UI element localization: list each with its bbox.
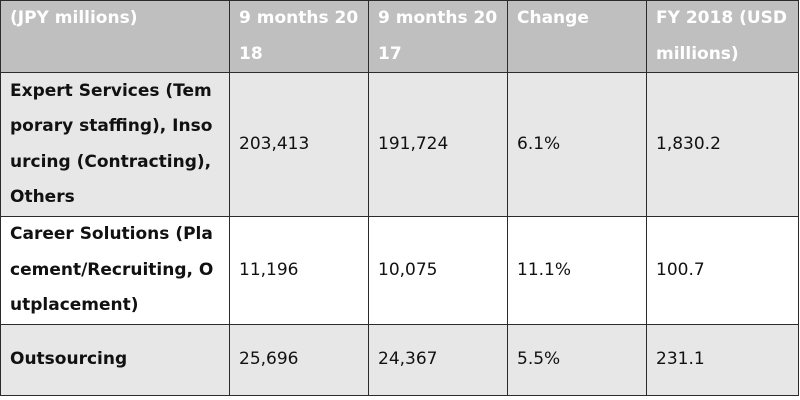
table-row: Expert Services (Temporary staffing), In…: [0, 72, 799, 217]
header-fy-2018-usd: FY 2018 (USD millions): [646, 0, 799, 73]
header-9-months-2017: 9 months 2017: [368, 0, 508, 73]
value-9-months-2017: 191,724: [368, 72, 508, 217]
table-header: (JPY millions) 9 months 2018 9 months 20…: [0, 0, 799, 73]
value-9-months-2017: 10,075: [368, 216, 508, 325]
header-9-months-2018: 9 months 2018: [229, 0, 369, 73]
value-9-months-2018: 25,696: [229, 324, 369, 396]
segment-name: Outsourcing: [0, 324, 230, 396]
value-change: 6.1%: [507, 72, 647, 217]
table-row: Career Solutions (Placement/Recruiting, …: [0, 216, 799, 325]
value-9-months-2018: 203,413: [229, 72, 369, 217]
value-9-months-2017: 24,367: [368, 324, 508, 396]
value-fy-2018-usd: 231.1: [646, 324, 799, 396]
segment-name: Career Solutions (Placement/Recruiting, …: [0, 216, 230, 325]
value-fy-2018-usd: 100.7: [646, 216, 799, 325]
header-change: Change: [507, 0, 647, 73]
header-unit: (JPY millions): [0, 0, 230, 73]
value-fy-2018-usd: 1,830.2: [646, 72, 799, 217]
table-body: Expert Services (Temporary staffing), In…: [0, 72, 799, 396]
value-9-months-2018: 11,196: [229, 216, 369, 325]
header-row: (JPY millions) 9 months 2018 9 months 20…: [0, 0, 799, 73]
value-change: 11.1%: [507, 216, 647, 325]
value-change: 5.5%: [507, 324, 647, 396]
segment-name: Expert Services (Temporary staffing), In…: [0, 72, 230, 217]
table-row: Outsourcing 25,696 24,367 5.5% 231.1: [0, 324, 799, 396]
